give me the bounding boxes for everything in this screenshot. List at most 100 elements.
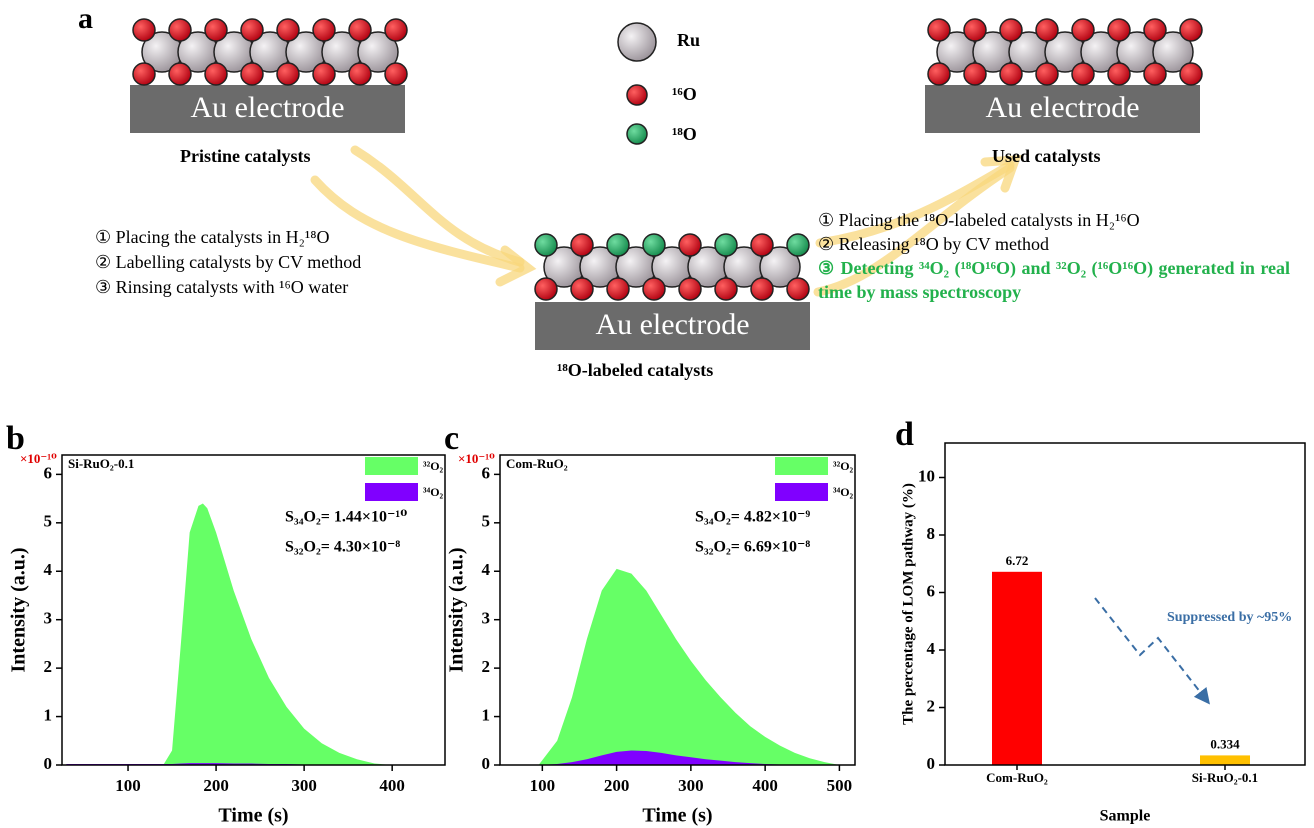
- atom: [133, 63, 155, 85]
- x-tick-label: 200: [203, 776, 229, 795]
- atom: [241, 63, 263, 85]
- atom: [571, 278, 593, 300]
- panel-label: c: [444, 420, 459, 457]
- x-tick-label: 100: [530, 776, 556, 795]
- x-label: Sample: [1100, 808, 1151, 825]
- y-tick-label: 0: [44, 754, 53, 773]
- atom: [618, 23, 656, 61]
- figure: ³²O₂³⁴O₂1002003004000123456×10⁻¹⁰Si-RuO₂…: [0, 0, 1314, 828]
- atom: [205, 63, 227, 85]
- atom: [133, 19, 155, 41]
- area: [505, 569, 854, 765]
- atom: [169, 19, 191, 41]
- atom: [1072, 63, 1094, 85]
- y-tick-label: 8: [927, 524, 936, 543]
- step: ② Labelling catalysts by CV method: [95, 252, 361, 273]
- x-label: Time (s): [642, 805, 712, 827]
- legend-swatch: [365, 457, 418, 475]
- y-tick-label: 6: [44, 463, 53, 482]
- x-tick-label: 500: [827, 776, 853, 795]
- annotation: S₃₄O₂= 4.82×10⁻⁹: [695, 509, 810, 526]
- atom: [535, 234, 557, 256]
- atom: [964, 19, 986, 41]
- x-tick-label: Si-RuO₂-0.1: [1192, 770, 1258, 785]
- labeled-label: ¹⁸O-labeled catalysts: [557, 360, 713, 381]
- atom: [535, 278, 557, 300]
- x-tick-label: 300: [291, 776, 317, 795]
- annotation: S₃₄O₂= 1.44×10⁻¹⁰: [285, 509, 407, 526]
- atom: [928, 63, 950, 85]
- atom: [205, 19, 227, 41]
- atom: [1108, 19, 1130, 41]
- y-label: The percentage of LOM pathway (%): [900, 483, 916, 725]
- atom: [1036, 63, 1058, 85]
- y-tick-label: 5: [44, 512, 53, 531]
- y-tick-label: 1: [44, 705, 53, 724]
- panel-label: a: [78, 2, 93, 36]
- legend-swatch: [365, 483, 418, 501]
- annotation: S₃₂O₂= 6.69×10⁻⁸: [695, 539, 810, 556]
- y-tick-label: 1: [482, 705, 491, 724]
- electrode-label: Au electrode: [535, 308, 810, 342]
- atom: [1144, 63, 1166, 85]
- atom: [1180, 19, 1202, 41]
- legend-label: ³⁴O₂: [833, 485, 854, 499]
- atom: [751, 234, 773, 256]
- panel-label: b: [6, 420, 25, 457]
- atom: [715, 234, 737, 256]
- legend-label: ³⁴O₂: [423, 485, 444, 499]
- atom: [679, 234, 701, 256]
- step: ① Placing the catalysts in H₂¹⁸O: [95, 227, 330, 248]
- atom: [643, 278, 665, 300]
- x-tick-label: 200: [604, 776, 630, 795]
- step: ③ Rinsing catalysts with ¹⁶O water: [95, 277, 348, 298]
- value-label: 0.334: [1210, 736, 1240, 751]
- atom: [313, 19, 335, 41]
- atom: [607, 234, 629, 256]
- y-tick-label: 0: [927, 754, 936, 773]
- panel-label: d: [895, 416, 914, 453]
- steps-right: ① Placing the ¹⁸O-labeled catalysts in H…: [818, 208, 1290, 304]
- atom: [928, 19, 950, 41]
- atom: [787, 234, 809, 256]
- y-tick-label: 2: [482, 657, 491, 676]
- y-tick-label: 3: [44, 609, 53, 628]
- legend-swatch: [775, 483, 828, 501]
- atom: [1036, 19, 1058, 41]
- bar: [992, 572, 1042, 765]
- legend-label: ¹⁸O: [672, 124, 697, 145]
- y-tick-label: 6: [927, 581, 936, 600]
- atom: [1180, 63, 1202, 85]
- atom: [787, 278, 809, 300]
- y-tick-label: 4: [482, 560, 491, 579]
- electrode-label: Au electrode: [925, 91, 1200, 125]
- legend-label: Ru: [677, 30, 700, 51]
- step: ① Placing the ¹⁸O-labeled catalysts in H…: [818, 208, 1290, 232]
- atom: [241, 19, 263, 41]
- y-tick-label: 10: [918, 466, 935, 485]
- atom: [385, 19, 407, 41]
- legend-label: ³²O₂: [423, 459, 444, 473]
- y-multiplier: ×10⁻¹⁰: [458, 451, 495, 466]
- step: ② Releasing ¹⁸O by CV method: [818, 232, 1290, 256]
- bar: [1200, 755, 1250, 765]
- x-label: Time (s): [218, 805, 288, 827]
- legend-label: ³²O₂: [833, 459, 854, 473]
- x-tick-label: 300: [678, 776, 704, 795]
- atom: [1072, 19, 1094, 41]
- y-tick-label: 2: [44, 657, 53, 676]
- atom: [349, 19, 371, 41]
- legend-label: ¹⁶O: [672, 84, 697, 105]
- y-label: Intensity (a.u.): [446, 547, 468, 672]
- x-tick-label: 400: [379, 776, 405, 795]
- atom: [385, 63, 407, 85]
- atom: [277, 19, 299, 41]
- x-tick-label: 400: [752, 776, 778, 795]
- atom: [349, 63, 371, 85]
- atom: [1108, 63, 1130, 85]
- atom: [679, 278, 701, 300]
- y-label: Intensity (a.u.): [8, 547, 30, 672]
- y-tick-label: 3: [482, 609, 491, 628]
- atom: [643, 234, 665, 256]
- legend-swatch: [775, 457, 828, 475]
